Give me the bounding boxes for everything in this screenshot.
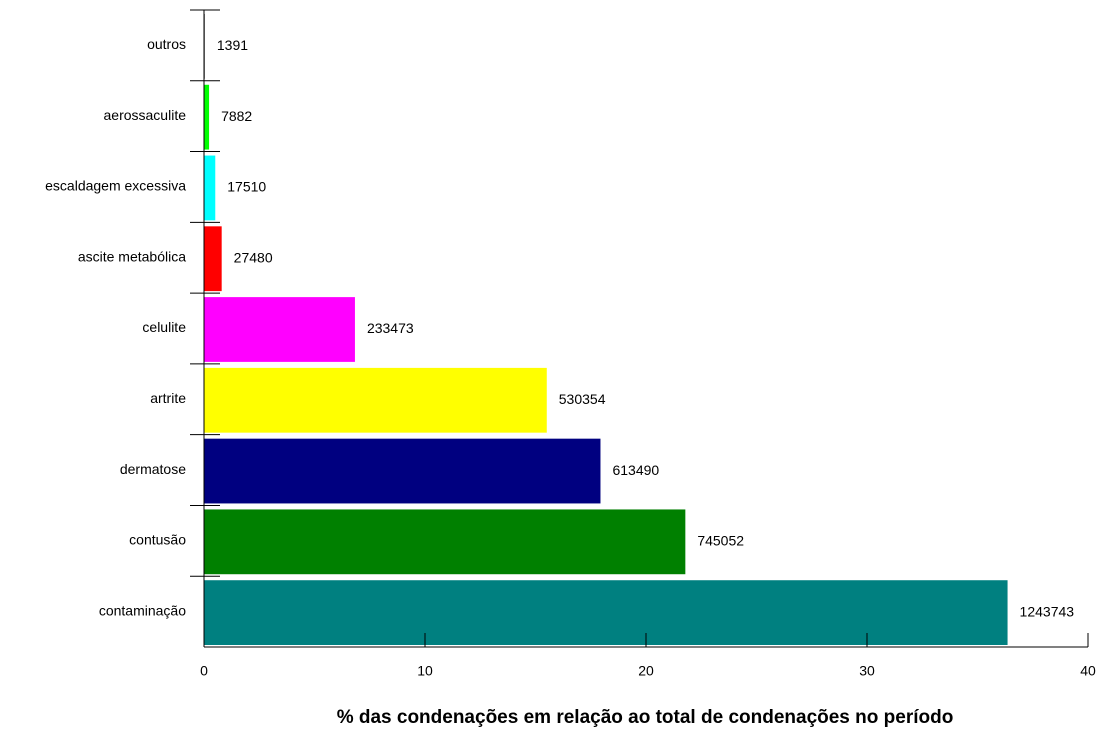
bar — [204, 367, 547, 433]
x-tick-label: 20 — [638, 663, 654, 679]
data-label: 530354 — [559, 391, 606, 407]
bar — [204, 580, 1008, 645]
y-tick-label: artrite — [150, 390, 186, 406]
bar — [204, 509, 686, 575]
y-tick-label: contusão — [129, 532, 186, 548]
y-tick-label: celulite — [142, 319, 186, 335]
x-tick-label: 40 — [1080, 663, 1096, 679]
y-tick-label: ascite metabólica — [78, 248, 186, 264]
data-label: 613490 — [612, 462, 659, 478]
y-tick-label: outros — [147, 36, 186, 52]
bar — [204, 155, 216, 221]
y-tick-label: aerossaculite — [104, 107, 187, 123]
x-axis-title: % das condenações em relação ao total de… — [337, 707, 954, 728]
x-tick-label: 0 — [200, 663, 208, 679]
x-tick-label: 30 — [859, 663, 875, 679]
data-label: 7882 — [221, 108, 252, 124]
bar — [204, 226, 222, 292]
bar — [204, 438, 601, 504]
data-label: 1243743 — [1020, 603, 1075, 619]
y-tick-label: escaldagem excessiva — [45, 178, 186, 194]
bar — [204, 84, 210, 150]
bar — [204, 297, 355, 362]
data-label: 233473 — [367, 320, 414, 336]
y-tick-label: dermatose — [120, 461, 186, 477]
data-label: 745052 — [697, 533, 744, 549]
data-label: 17510 — [227, 179, 266, 195]
data-label: 1391 — [217, 37, 248, 53]
data-label: 27480 — [234, 249, 273, 265]
x-tick-label: 10 — [417, 663, 433, 679]
y-tick-label: contaminação — [99, 602, 186, 618]
